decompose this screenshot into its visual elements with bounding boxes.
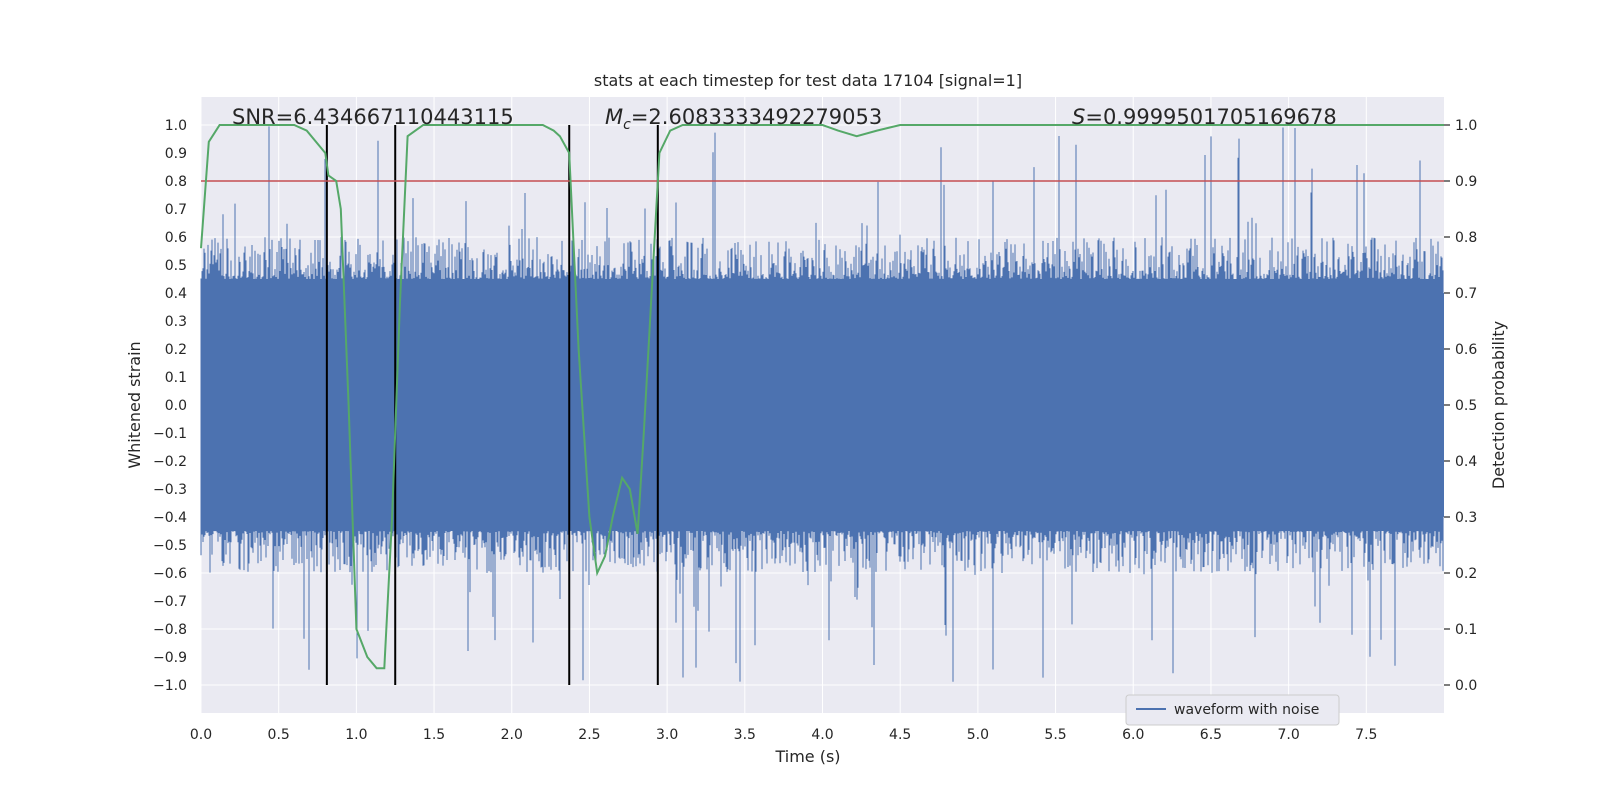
probability-series bbox=[200, 124, 1444, 670]
probability-line bbox=[200, 124, 1444, 670]
legend-box bbox=[1125, 694, 1340, 726]
x-axis-label: Time (s) bbox=[774, 747, 840, 766]
left-y-tick-label: 0.9 bbox=[165, 146, 187, 162]
x-tick-label: 2.0 bbox=[501, 727, 523, 743]
waveform-line bbox=[200, 126, 1444, 682]
left-y-axis-label: Whitened strain bbox=[125, 341, 144, 468]
snr-annotation: SNR=6.434667110443115 bbox=[232, 105, 514, 129]
left-y-tick-label: 0.1 bbox=[165, 370, 187, 386]
x-tick-label: 6.5 bbox=[1200, 727, 1222, 743]
x-tick-label: 1.0 bbox=[345, 727, 367, 743]
legend-label-waveform: waveform with noise bbox=[1174, 702, 1319, 718]
left-y-tick-label: 0.3 bbox=[165, 314, 187, 330]
left-y-tick-label: −0.7 bbox=[153, 594, 187, 610]
right-y-tick-label: 0.1 bbox=[1455, 622, 1477, 638]
left-y-tick-label: −1.0 bbox=[153, 678, 187, 694]
right-y-axis-label: Detection probability bbox=[1489, 321, 1508, 489]
left-y-tick-label: 0.0 bbox=[165, 398, 187, 414]
left-y-tick-label: 1.0 bbox=[165, 118, 187, 134]
right-y-tick-label: 0.0 bbox=[1455, 678, 1477, 694]
right-y-tick-label: 0.7 bbox=[1455, 286, 1477, 302]
left-y-tick-label: −0.5 bbox=[153, 538, 187, 554]
right-y-tick-label: 0.4 bbox=[1455, 454, 1477, 470]
x-tick-label: 6.0 bbox=[1122, 727, 1144, 743]
left-y-tick-label: −0.1 bbox=[153, 426, 187, 442]
left-y-tick-label: 0.7 bbox=[165, 202, 187, 218]
x-axis-ticks: 0.0 0.5 1.0 1.5 2.0 2.5 3.0 3.5 4.0 4.5 5.0 5.5 6.0 6… bbox=[190, 727, 1378, 743]
left-y-tick-label: −0.8 bbox=[153, 622, 187, 638]
left-y-tick-label: −0.2 bbox=[153, 454, 187, 470]
right-y-tick-label: 0.6 bbox=[1455, 342, 1477, 358]
x-tick-label: 5.0 bbox=[967, 727, 989, 743]
left-y-tick-label: 0.6 bbox=[165, 230, 187, 246]
right-y-tick-label: 0.5 bbox=[1455, 398, 1477, 414]
right-y-tick-label: 0.9 bbox=[1455, 174, 1477, 190]
right-y-tick-label: 0.8 bbox=[1455, 230, 1477, 246]
x-tick-label: 3.5 bbox=[734, 727, 756, 743]
waveform-series bbox=[200, 126, 1444, 682]
right-y-tick-label: 0.2 bbox=[1455, 566, 1477, 582]
x-tick-label: 1.5 bbox=[423, 727, 445, 743]
x-tick-label: 5.5 bbox=[1044, 727, 1066, 743]
score-annotation: S=0.9999501705169678 bbox=[1072, 105, 1337, 129]
left-y-tick-label: 0.4 bbox=[165, 286, 187, 302]
x-tick-label: 4.0 bbox=[811, 727, 833, 743]
x-tick-label: 7.0 bbox=[1277, 727, 1299, 743]
right-y-tick-label: 1.0 bbox=[1455, 118, 1477, 134]
left-y-tick-label: 0.8 bbox=[165, 174, 187, 190]
x-tick-label: 0.5 bbox=[268, 727, 290, 743]
left-y-axis-ticks: 1.0 0.9 0.8 0.7 0.6 0.5 0.4 0.3 0.2 0.1 0.0 −0.1 −0.… bbox=[153, 118, 187, 694]
left-y-tick-label: 0.5 bbox=[165, 258, 187, 274]
right-y-tick-label: 0.3 bbox=[1455, 510, 1477, 526]
left-y-tick-label: −0.4 bbox=[153, 510, 187, 526]
x-tick-label: 4.5 bbox=[889, 727, 911, 743]
left-y-tick-label: 0.2 bbox=[165, 342, 187, 358]
left-y-tick-label: −0.9 bbox=[153, 650, 187, 666]
x-tick-label: 7.5 bbox=[1355, 727, 1377, 743]
chirp-mass-annotation: Mc=2.6083333492279053 bbox=[605, 105, 882, 133]
left-y-tick-label: −0.3 bbox=[153, 482, 187, 498]
legend: waveform with noise bbox=[1125, 694, 1340, 726]
right-y-axis-ticks: 1.0 0.9 0.8 0.7 0.6 0.5 0.4 0.3 0.2 0.1 0.0 bbox=[1444, 118, 1477, 694]
x-tick-label: 0.0 bbox=[190, 727, 212, 743]
chart-title: stats at each timestep for test data 171… bbox=[594, 71, 1022, 90]
x-tick-label: 2.5 bbox=[578, 727, 600, 743]
left-y-tick-label: −0.6 bbox=[153, 566, 187, 582]
x-tick-label: 3.0 bbox=[656, 727, 678, 743]
